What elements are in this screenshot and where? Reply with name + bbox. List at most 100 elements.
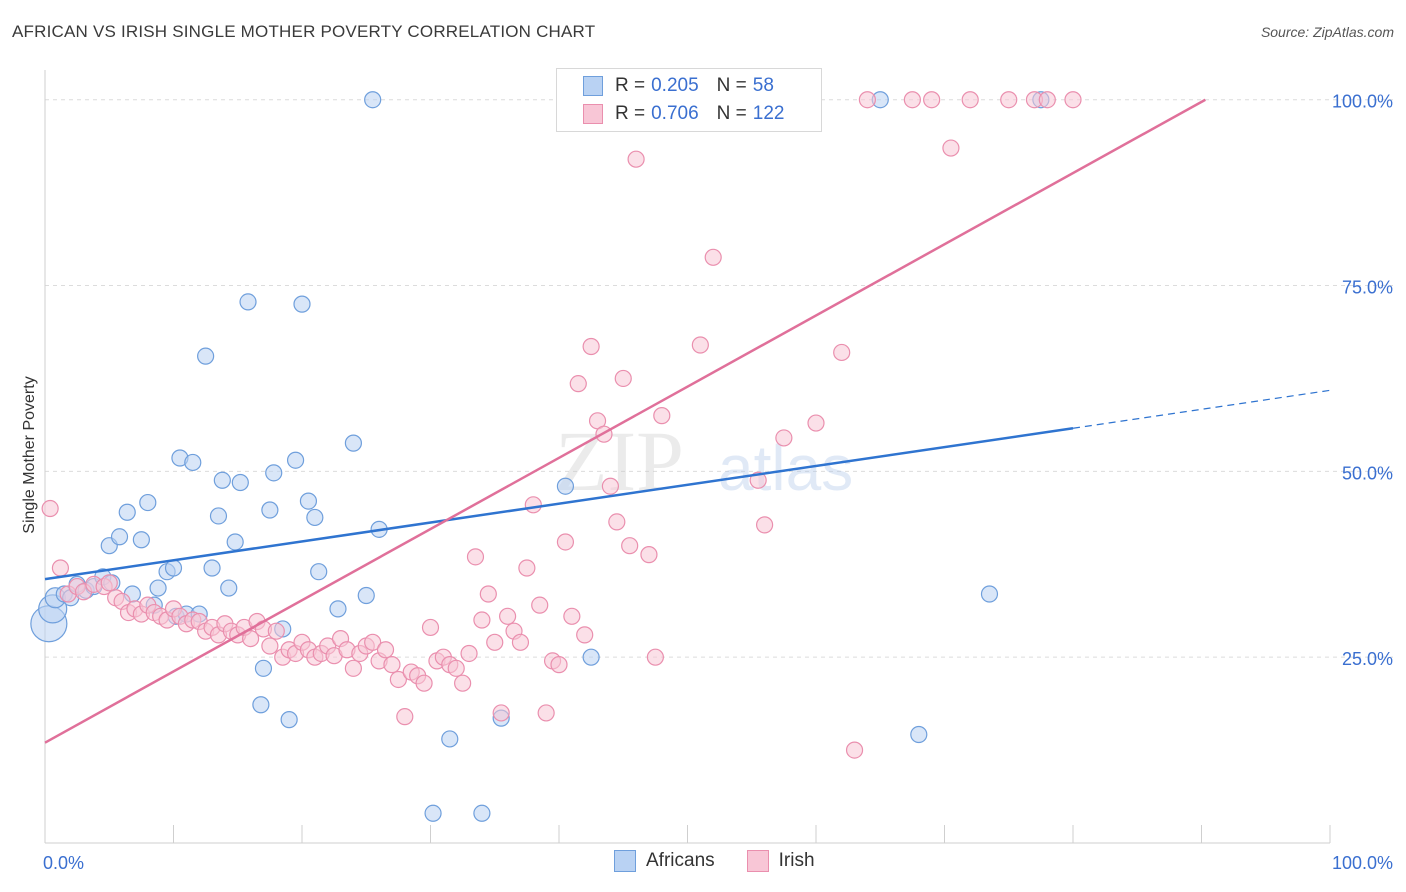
africans-point xyxy=(139,493,157,512)
bottom-legend-swatch-africans xyxy=(614,850,636,872)
y-tick-label: 100.0% xyxy=(1332,92,1393,112)
africans-point xyxy=(310,563,328,581)
irish-point xyxy=(242,630,260,648)
africans-point xyxy=(329,600,347,618)
legend-n-value: 58 xyxy=(752,75,774,96)
irish-point xyxy=(833,343,851,362)
irish-point xyxy=(1000,91,1018,109)
irish-point xyxy=(486,633,504,651)
legend-n-label: N = xyxy=(716,75,747,96)
africans-point xyxy=(132,531,150,549)
irish-point xyxy=(100,574,118,592)
africans-point xyxy=(164,559,183,577)
trend-lines xyxy=(44,98,1331,744)
legend-n-label: N = xyxy=(716,103,747,124)
irish-point xyxy=(261,637,279,655)
africans-point xyxy=(280,711,298,729)
irish-point xyxy=(524,496,542,514)
africans-point xyxy=(344,434,362,452)
africans-point xyxy=(231,473,249,492)
irish-point xyxy=(421,618,440,637)
legend-row-africans: R = 0.205 N = 58 xyxy=(583,72,774,100)
bottom-legend-irish: Irish xyxy=(746,850,815,872)
legend: R = 0.205 N = 58 R = 0.706 N = 122 xyxy=(556,68,822,132)
irish-point xyxy=(344,659,362,677)
x-tick-label: 0.0% xyxy=(43,853,84,873)
bottom-legend-swatch-irish xyxy=(746,850,769,872)
africans-point xyxy=(582,648,600,666)
irish-point xyxy=(383,656,401,674)
africans-trend-extension xyxy=(1072,389,1331,429)
chart-title: AFRICAN VS IRISH SINGLE MOTHER POVERTY C… xyxy=(12,22,596,41)
irish-point xyxy=(415,674,433,692)
africans-point xyxy=(441,730,459,748)
africans-point xyxy=(299,492,318,510)
africans-point xyxy=(556,477,575,495)
africans-point xyxy=(357,586,375,605)
irish-point xyxy=(51,559,70,577)
bottom-legend: Africans Irish xyxy=(614,850,847,872)
irish-point xyxy=(614,369,632,388)
irish-point xyxy=(376,641,395,659)
irish-point xyxy=(396,708,414,726)
legend-row-irish: R = 0.706 N = 122 xyxy=(583,100,784,128)
irish-point xyxy=(537,704,555,722)
africans-point xyxy=(293,295,311,313)
grid-lines xyxy=(45,99,1395,658)
africans-point xyxy=(980,585,999,603)
irish-point xyxy=(775,429,793,447)
africans-point xyxy=(364,91,382,109)
legend-r-label: R = xyxy=(615,75,646,96)
irish-point xyxy=(961,91,979,109)
africans-trend-line xyxy=(44,427,1074,581)
irish-point xyxy=(576,626,594,644)
africans-point xyxy=(184,453,202,472)
x-tick-label: 100.0% xyxy=(1332,853,1393,873)
irish-point xyxy=(556,533,575,551)
irish-point xyxy=(473,611,491,629)
africans-point xyxy=(265,464,283,482)
africans-point xyxy=(261,501,279,519)
irish-point xyxy=(903,91,921,109)
irish-point xyxy=(267,622,285,640)
irish-point xyxy=(447,659,465,677)
legend-r-value: 0.205 xyxy=(651,75,699,96)
y-tick-label: 25.0% xyxy=(1342,649,1393,669)
africans-point xyxy=(473,804,491,822)
irish-point xyxy=(858,91,877,109)
irish-point xyxy=(454,674,472,692)
irish-point xyxy=(640,546,658,564)
africans-point xyxy=(110,528,129,546)
irish-point xyxy=(389,670,407,689)
bottom-legend-label-irish: Irish xyxy=(778,850,815,871)
tick-labels: 25.0% 50.0% 75.0% 100.0% 0.0% 100.0% xyxy=(43,92,1393,873)
africans-point xyxy=(197,347,215,365)
irish-point xyxy=(845,741,864,759)
irish-point xyxy=(479,585,497,603)
africans-point xyxy=(306,508,324,527)
irish-point xyxy=(653,407,671,425)
irish-point xyxy=(942,139,960,157)
watermark-zip: ZIP xyxy=(555,413,684,509)
irish-point xyxy=(704,248,722,266)
irish-point xyxy=(460,644,478,663)
legend-r-value: 0.706 xyxy=(651,103,699,124)
bottom-legend-label-africans: Africans xyxy=(646,850,715,871)
legend-swatch-irish xyxy=(583,104,603,124)
africans-point xyxy=(254,659,273,677)
irish-point xyxy=(364,633,382,651)
irish-point xyxy=(492,704,510,722)
y-tick-label: 50.0% xyxy=(1342,463,1393,483)
legend-swatch-africans xyxy=(583,76,603,96)
irish-point xyxy=(582,337,600,356)
africans-point xyxy=(424,804,442,822)
irish-point xyxy=(550,656,568,674)
irish-trend-line xyxy=(44,98,1206,744)
africans-point xyxy=(910,725,928,744)
africans-point xyxy=(149,579,167,597)
irish-point xyxy=(41,499,59,518)
y-tick-label: 75.0% xyxy=(1342,278,1393,298)
irish-point xyxy=(511,633,530,651)
irish-point xyxy=(807,414,825,432)
